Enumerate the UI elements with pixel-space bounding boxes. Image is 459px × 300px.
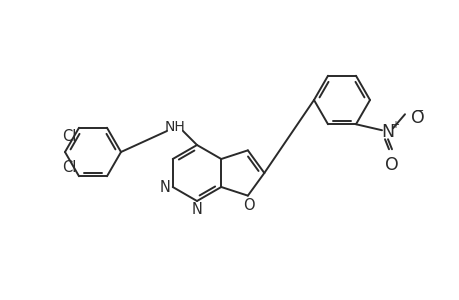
Text: N: N xyxy=(381,123,394,141)
Text: N: N xyxy=(191,202,202,217)
Text: O: O xyxy=(242,198,254,213)
Text: Cl: Cl xyxy=(62,160,77,175)
Text: N: N xyxy=(160,179,170,194)
Text: Cl: Cl xyxy=(62,129,77,144)
Text: O: O xyxy=(384,156,398,174)
Text: O: O xyxy=(410,109,424,127)
Text: −: − xyxy=(414,106,424,116)
Text: NH: NH xyxy=(164,120,185,134)
Text: +: + xyxy=(390,120,398,130)
